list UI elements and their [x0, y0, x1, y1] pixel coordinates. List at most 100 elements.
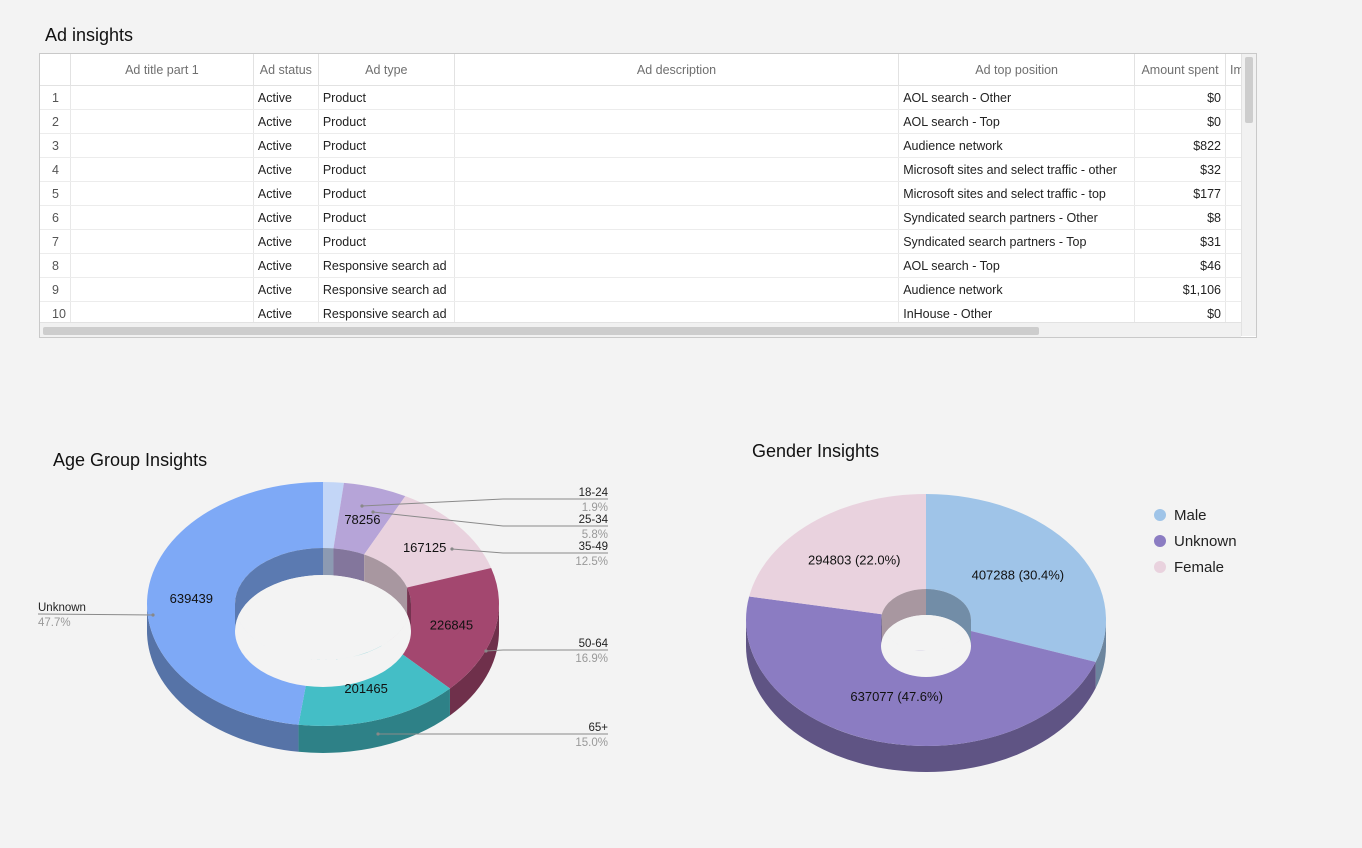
legend-swatch	[1154, 535, 1166, 547]
row-index: 7	[40, 229, 71, 254]
table-cell: $31	[1134, 229, 1227, 254]
age-slice-18-24[interactable]	[323, 482, 344, 549]
age-slice-wall	[298, 688, 450, 753]
table-row[interactable]: 1 Active Product AOL search - Other $0	[40, 85, 1256, 110]
table-cell: $32	[1134, 157, 1227, 182]
age-hole-wall	[364, 554, 408, 615]
table-cell: Active	[253, 157, 319, 182]
age-callout-label: 18-24	[579, 487, 609, 499]
table-cell: AOL search - Top	[898, 109, 1136, 134]
age-hole-wall	[235, 548, 323, 631]
table-title: Ad insights	[45, 25, 134, 45]
age-hole	[235, 575, 411, 687]
table-row[interactable]: 6 Active Product Syndicated search partners…	[40, 205, 1256, 230]
gender-donut-chart: 407288 (30.4%) 637077 (47.6%) 294803 (22.0…	[746, 494, 1237, 772]
row-index: 6	[40, 205, 71, 230]
table-cell	[70, 229, 254, 254]
column-header[interactable]: Ad title part 1	[70, 54, 254, 86]
age-callout-label: 65+	[588, 722, 608, 734]
table-cell: $177	[1134, 181, 1227, 206]
table-cell: Active	[253, 85, 319, 110]
table-row[interactable]: 5 Active Product Microsoft sites and select…	[40, 181, 1256, 206]
table-row[interactable]: 9 Active Responsive search ad Audience netw…	[40, 277, 1256, 302]
table-cell	[454, 229, 900, 254]
table-cell	[70, 205, 254, 230]
age-callout-percent: 12.5%	[575, 556, 608, 568]
table-cell: Product	[318, 157, 455, 182]
table-cell: Active	[253, 109, 319, 134]
table-cell: Audience network	[898, 277, 1136, 302]
age-callout-25-34: 25-34 5.8%	[371, 510, 609, 541]
table-cell: InHouse - Other	[898, 301, 1136, 326]
age-callout-label: 25-34	[579, 514, 609, 526]
table-cell: $0	[1134, 109, 1227, 134]
vertical-scrollbar-thumb[interactable]	[1245, 57, 1253, 123]
legend-label: Male	[1174, 507, 1207, 524]
age-callout-percent: 5.8%	[582, 529, 608, 541]
table-cell	[454, 181, 900, 206]
gender-slice-female[interactable]	[749, 494, 926, 615]
table-cell	[70, 253, 254, 278]
legend-swatch	[1154, 509, 1166, 521]
column-header[interactable]	[40, 54, 71, 86]
gender-slice-value: 637077 (47.6%)	[850, 689, 943, 704]
table-cell: Product	[318, 85, 455, 110]
table-cell: Syndicated search partners - Other	[898, 205, 1136, 230]
table-cell: Product	[318, 109, 455, 134]
age-group-donut-chart: 78256 167125 226845 201465 639439 18-24 1.9%25…	[37, 482, 609, 753]
age-callout-18-24: 18-24 1.9%	[360, 487, 609, 514]
table-cell	[454, 277, 900, 302]
table-cell	[454, 85, 900, 110]
age-callout-percent: 47.7%	[38, 617, 71, 629]
table-cell: Active	[253, 205, 319, 230]
table-row[interactable]: 3 Active Product Audience network $822	[40, 133, 1256, 158]
gender-legend-item-male[interactable]: Male	[1154, 507, 1207, 524]
column-header[interactable]: Ad status	[253, 54, 319, 86]
table-cell	[454, 205, 900, 230]
column-header[interactable]: Amount spent	[1134, 54, 1227, 86]
table-row[interactable]: 4 Active Product Microsoft sites and select…	[40, 157, 1256, 182]
horizontal-scrollbar-thumb[interactable]	[43, 327, 1039, 335]
age-slice-50-64[interactable]	[386, 567, 499, 689]
table-row[interactable]: 7 Active Product Syndicated search partners…	[40, 229, 1256, 254]
age-slice-35-49[interactable]	[364, 496, 492, 588]
gender-legend-item-female[interactable]: Female	[1154, 559, 1224, 576]
legend-label: Unknown	[1174, 533, 1237, 550]
age-slice-25-34[interactable]	[333, 482, 406, 555]
table-cell: Active	[253, 253, 319, 278]
table-row[interactable]: 10 Active Responsive search ad InHouse - Ot…	[40, 301, 1256, 326]
table-cell: Active	[253, 229, 319, 254]
age-slice-value: 78256	[344, 512, 380, 527]
data-table: Ad title part 1 Ad status Ad type Ad descri…	[40, 54, 1256, 326]
vertical-scrollbar[interactable]	[1241, 54, 1256, 336]
gender-hole	[881, 615, 971, 677]
ad-insights-table: Ad title part 1 Ad status Ad type Ad descri…	[39, 53, 1257, 338]
column-header[interactable]: Ad top position	[898, 54, 1136, 86]
table-cell: AOL search - Top	[898, 253, 1136, 278]
age-hole-wall	[333, 548, 365, 582]
age-slice-value: 167125	[403, 540, 446, 555]
age-callout-label: 50-64	[579, 638, 609, 650]
table-cell: $8	[1134, 205, 1227, 230]
table-cell	[454, 301, 900, 326]
table-cell: Active	[253, 133, 319, 158]
table-cell	[454, 133, 900, 158]
table-row[interactable]: 8 Active Responsive search ad AOL search - …	[40, 253, 1256, 278]
horizontal-scrollbar[interactable]	[40, 322, 1241, 337]
table-cell	[70, 181, 254, 206]
column-header[interactable]: Ad description	[454, 54, 900, 86]
table-cell: Product	[318, 205, 455, 230]
age-callout-unknown: Unknown 47.7%	[37, 602, 155, 629]
row-index: 1	[40, 85, 71, 110]
column-header[interactable]: Ad type	[318, 54, 455, 86]
gender-slice-value: 294803 (22.0%)	[808, 553, 901, 568]
table-row[interactable]: 2 Active Product AOL search - Top $0	[40, 109, 1256, 134]
gender-legend-item-unknown[interactable]: Unknown	[1154, 533, 1237, 550]
legend-swatch	[1154, 561, 1166, 573]
age-callout-percent: 15.0%	[575, 737, 608, 749]
age-hole-wall	[407, 587, 411, 631]
table-cell: Responsive search ad	[318, 301, 455, 326]
age-callout-65-: 65+ 15.0%	[376, 722, 608, 749]
table-cell	[70, 85, 254, 110]
table-cell: Responsive search ad	[318, 253, 455, 278]
